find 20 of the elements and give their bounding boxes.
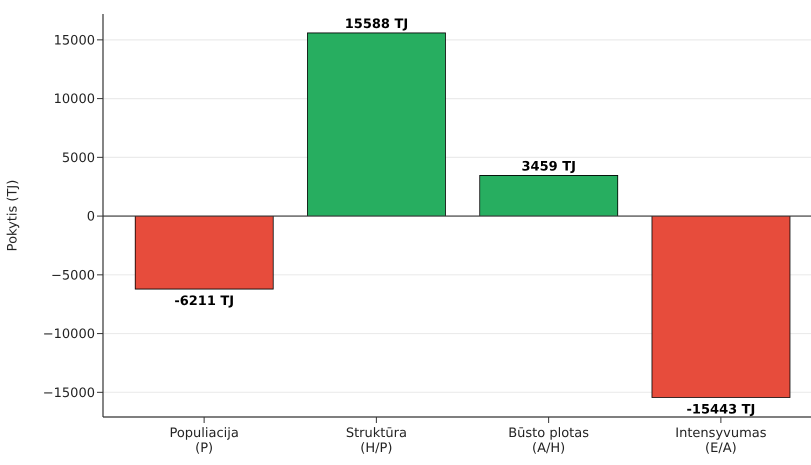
- data-label: -6211 TJ: [174, 294, 234, 310]
- y-axis-title: Pokytis (TJ): [6, 180, 21, 252]
- y-tick-label: −5000: [51, 268, 95, 284]
- x-tick-label: Intensyvumas (E/A): [675, 426, 767, 456]
- x-tick-label: Būsto plotas (A/H): [508, 426, 590, 456]
- y-tick-label: −15000: [42, 386, 95, 401]
- y-tick-label: 5000: [62, 150, 95, 166]
- y-tick-label: 0: [86, 210, 95, 225]
- x-tick-label: Populiacija (P): [169, 426, 239, 456]
- y-tick-label: 10000: [54, 92, 95, 108]
- y-tick-label: −10000: [42, 327, 95, 342]
- bar: [134, 216, 274, 290]
- data-label: 15588 TJ: [344, 16, 408, 32]
- data-label: -15443 TJ: [686, 402, 756, 418]
- bar: [479, 175, 618, 216]
- bar: [307, 32, 446, 216]
- x-tick-label: Struktūra (H/P): [346, 426, 407, 456]
- bar: [652, 216, 790, 398]
- data-label: 3459 TJ: [522, 159, 576, 174]
- y-tick-label: 15000: [54, 33, 95, 48]
